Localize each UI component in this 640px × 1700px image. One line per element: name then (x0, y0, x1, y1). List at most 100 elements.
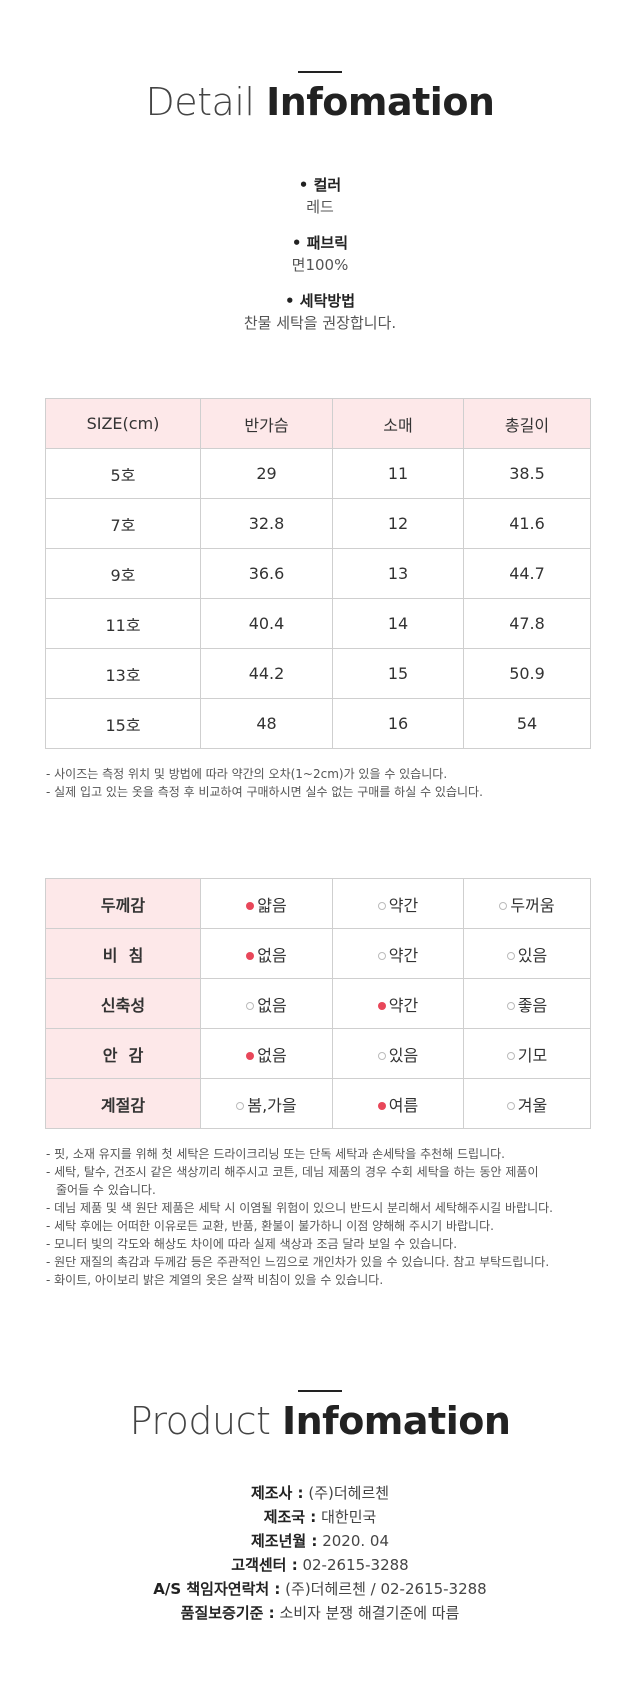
spec-value: 면100% (291, 256, 349, 274)
note-line: - 화이트, 아이보리 밝은 계열의 옷은 살짝 비침이 있을 수 있습니다. (46, 1273, 384, 1287)
fit-option-label: 없음 (257, 1045, 287, 1065)
detail-title: Detail Infomation (0, 80, 640, 124)
product-info-list: 제조사 : (주)더헤르첸 제조국 : 대한민국 제조년월 : 2020. 04… (0, 1481, 640, 1625)
note-line: - 세탁 후에는 어떠한 이유로든 교환, 반품, 환불이 불가하니 이점 양해… (46, 1219, 494, 1233)
fit-option: 여름 (332, 1078, 464, 1129)
selection-dot-icon (499, 901, 508, 910)
info-row: 제조사 : (주)더헤르첸 (0, 1481, 640, 1505)
spec-color: • 컬러 레드 (0, 174, 640, 218)
size-notes: - 사이즈는 측정 위치 및 방법에 따라 약간의 오차(1~2cm)가 있을 … (46, 765, 601, 801)
fit-option: 두꺼움 (463, 878, 591, 929)
fit-option: 있음 (332, 1028, 464, 1079)
sleeve-cell: 12 (332, 498, 464, 549)
selection-dot-icon (506, 951, 515, 960)
fit-row-season: 계절감 봄,가을 여름 겨울 (45, 1078, 591, 1129)
sleeve-cell: 11 (332, 448, 464, 499)
note-line: - 모니터 빛의 각도와 해상도 차이에 따라 실제 색상과 조금 달라 보일 … (46, 1237, 458, 1251)
size-table: SIZE(cm) 반가슴 소매 총길이 5호 29 11 38.5 7호 32.… (45, 398, 591, 749)
info-key: 품질보증기준 : (180, 1604, 275, 1622)
fit-row-label: 계절감 (45, 1078, 201, 1129)
selection-dot-icon (377, 1051, 386, 1060)
spec-label: • 세탁방법 (284, 292, 355, 310)
sleeve-cell: 13 (332, 548, 464, 599)
fit-option: 없음 (200, 928, 333, 979)
note-line: - 세탁, 탈수, 건조시 같은 색상끼리 해주시고 코튼, 데님 제품의 경우… (46, 1165, 539, 1179)
fit-row-label: 안 감 (45, 1028, 201, 1079)
table-row: 15호 48 16 54 (45, 698, 591, 749)
note-line: - 핏, 소재 유지를 위해 첫 세탁은 드라이크리닝 또는 단독 세탁과 손세… (46, 1147, 505, 1161)
info-value: 대한민국 (321, 1508, 377, 1526)
table-row: 5호 29 11 38.5 (45, 448, 591, 499)
size-cell: 5호 (45, 448, 201, 499)
table-row: 13호 44.2 15 50.9 (45, 648, 591, 699)
selection-dot-icon (246, 951, 255, 960)
size-cell: 11호 (45, 598, 201, 649)
title-rule (298, 71, 342, 73)
info-row: 제조년월 : 2020. 04 (0, 1529, 640, 1553)
fit-option-label: 봄,가을 (247, 1095, 297, 1115)
fit-option-label: 기모 (517, 1045, 548, 1065)
selection-dot-icon (506, 1101, 515, 1110)
info-value: 소비자 분쟁 해결기준에 따름 (279, 1604, 460, 1622)
sleeve-cell: 14 (332, 598, 464, 649)
fit-option: 봄,가을 (200, 1078, 333, 1129)
fit-option: 겨울 (463, 1078, 591, 1129)
size-table-header: SIZE(cm) 반가슴 소매 총길이 (45, 398, 591, 449)
fit-row-label: 두께감 (45, 878, 201, 929)
selection-dot-icon (246, 1051, 255, 1060)
info-key: 제조년월 : (251, 1532, 318, 1550)
product-title: Product Infomation (0, 1399, 640, 1443)
fit-option-label: 좋음 (517, 995, 548, 1015)
spec-value: 찬물 세탁을 권장합니다. (243, 314, 397, 332)
fit-option-label: 겨울 (517, 1095, 548, 1115)
fit-option: 없음 (200, 978, 333, 1029)
header-cell: SIZE(cm) (45, 398, 201, 449)
fit-option-label: 약간 (388, 995, 419, 1015)
chest-cell: 40.4 (200, 598, 333, 649)
spec-washing: • 세탁방법 찬물 세탁을 권장합니다. (0, 290, 640, 334)
info-value: 2020. 04 (322, 1532, 389, 1550)
info-row: 제조국 : 대한민국 (0, 1505, 640, 1529)
size-cell: 9호 (45, 548, 201, 599)
note-line: 줄어들 수 있습니다. (56, 1183, 156, 1197)
fit-row-lining: 안 감 없음 있음 기모 (45, 1028, 591, 1079)
note-line: - 데님 제품 및 색 원단 제품은 세탁 시 이염될 위험이 있으니 반드시 … (46, 1201, 553, 1215)
selection-dot-icon (377, 901, 386, 910)
table-row: 7호 32.8 12 41.6 (45, 498, 591, 549)
product-title-bold: Infomation (281, 1399, 511, 1443)
selection-dot-icon (246, 901, 255, 910)
length-cell: 41.6 (463, 498, 591, 549)
length-cell: 38.5 (463, 448, 591, 499)
fit-option: 있음 (463, 928, 591, 979)
info-row: 품질보증기준 : 소비자 분쟁 해결기준에 따름 (0, 1601, 640, 1625)
fit-option-label: 약간 (388, 895, 419, 915)
selection-dot-icon (246, 1001, 255, 1010)
detail-title-light: Detail (145, 80, 255, 124)
fit-table: 두께감 얇음 약간 두꺼움 비 침 없음 약간 있음 신축성 없음 약간 좋음 … (45, 878, 591, 1129)
selection-dot-icon (506, 1001, 515, 1010)
selection-dot-icon (377, 951, 386, 960)
fit-option-label: 얇음 (257, 895, 287, 915)
size-cell: 13호 (45, 648, 201, 699)
size-cell: 15호 (45, 698, 201, 749)
sleeve-cell: 15 (332, 648, 464, 699)
info-value: 02-2615-3288 (302, 1556, 409, 1574)
info-row: 고객센터 : 02-2615-3288 (0, 1553, 640, 1577)
info-key: 고객센터 : (231, 1556, 298, 1574)
spec-value: 레드 (306, 198, 334, 216)
selection-dot-icon (377, 1101, 386, 1110)
fit-option: 기모 (463, 1028, 591, 1079)
info-row: A/S 책임자연락처 : (주)더헤르첸 / 02-2615-3288 (0, 1577, 640, 1601)
selection-dot-icon (377, 1001, 386, 1010)
info-key: A/S 책임자연락처 : (153, 1580, 281, 1598)
header-cell: 반가슴 (200, 398, 333, 449)
fit-option: 약간 (332, 978, 464, 1029)
chest-cell: 32.8 (200, 498, 333, 549)
fit-option: 얇음 (200, 878, 333, 929)
selection-dot-icon (506, 1051, 515, 1060)
size-cell: 7호 (45, 498, 201, 549)
info-key: 제조사 : (250, 1484, 304, 1502)
fit-row-stretch: 신축성 없음 약간 좋음 (45, 978, 591, 1029)
fit-option-label: 여름 (388, 1095, 419, 1115)
info-key: 제조국 : (263, 1508, 317, 1526)
